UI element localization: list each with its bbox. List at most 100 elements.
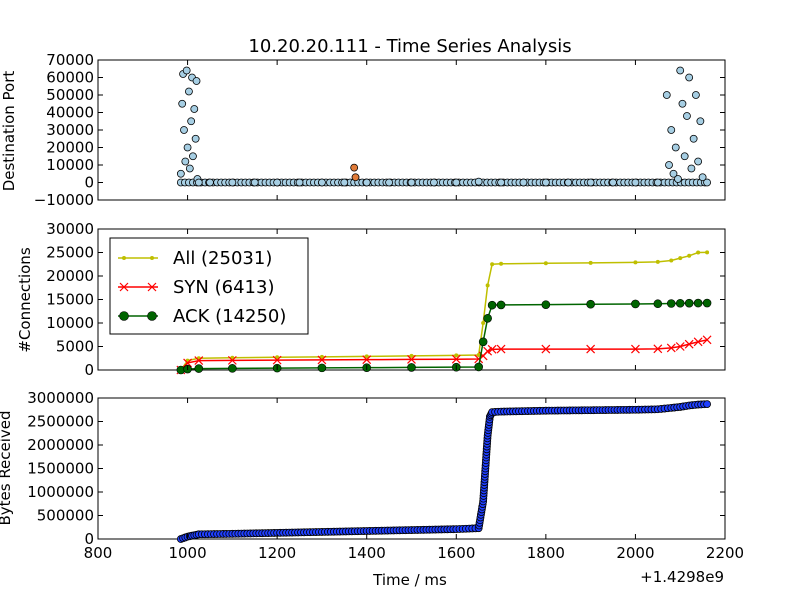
line-marks	[176, 250, 712, 375]
legend-marker	[150, 256, 154, 260]
series-marker	[487, 300, 497, 310]
series-marker	[227, 355, 237, 365]
data-point	[586, 178, 595, 187]
data-point	[452, 178, 461, 187]
series-marker	[362, 355, 372, 365]
bytes-received-panel: 3000000250000020000001500000100000050000…	[0, 60, 744, 589]
series-marker	[705, 250, 710, 255]
data-point	[694, 157, 703, 166]
series-marker	[666, 299, 676, 308]
data-point	[191, 134, 200, 143]
y-tick-label: 0	[84, 530, 94, 548]
y-tick-label: 1500000	[27, 460, 94, 478]
data-point	[429, 178, 438, 187]
data-point	[691, 91, 700, 99]
x-tick-label: 1000	[168, 544, 206, 562]
x-axis-label: Time / ms	[372, 571, 447, 589]
series-marker	[588, 260, 593, 265]
data-point	[185, 87, 193, 96]
y-axis-label: Bytes Received	[0, 410, 14, 525]
x-ticks: 800 1000 1200 1400 1600 1800 2000 2200	[84, 60, 744, 562]
y-tick-label: 0	[84, 174, 94, 192]
data-point	[340, 178, 349, 187]
data-point	[318, 178, 326, 187]
series-marker	[476, 352, 481, 357]
series-marker	[474, 362, 483, 372]
data-point	[662, 91, 671, 99]
legend-label: ACK (14250)	[173, 306, 286, 327]
y-tick-label: 30000	[46, 121, 94, 139]
y-tick-label: 5000	[56, 338, 94, 356]
legend-marker	[122, 256, 126, 260]
legend: All (25031) SYN (6413) ACK (14250)	[109, 237, 309, 335]
series-marker	[496, 344, 506, 354]
data-point	[497, 178, 505, 187]
series-marker	[586, 299, 595, 309]
destination-port-panel: 700006000050000400003000020000100000−100…	[0, 51, 726, 209]
series-marker	[317, 363, 327, 373]
data-point	[698, 173, 707, 182]
data-point	[407, 178, 416, 187]
y-tick-label: 20000	[46, 267, 94, 285]
x-tick-label: 1600	[437, 544, 475, 562]
series-marker	[693, 298, 703, 308]
y-ticks: 3000000 2500000 2000000 1500000 1000000 50000…	[27, 389, 725, 548]
legend-label: SYN (6413)	[173, 277, 274, 298]
legend-box	[109, 237, 309, 335]
series-marker	[272, 355, 282, 365]
series-marker	[183, 358, 192, 368]
series-marker	[541, 300, 551, 309]
series-marker	[702, 298, 712, 308]
data-point	[228, 178, 237, 187]
series-marker	[319, 354, 324, 359]
y-tick-label: 20000	[46, 139, 94, 157]
series-marker	[485, 283, 490, 288]
series-marker	[496, 300, 506, 310]
series-marker	[666, 343, 676, 353]
y-tick-label: 3000000	[27, 389, 94, 407]
data-point	[190, 105, 199, 113]
series-marker	[194, 356, 204, 366]
y-ticks: 700006000050000400003000020000100000−100…	[34, 51, 725, 209]
y-tick-label: 30000	[46, 220, 94, 238]
x-tick-label: 800	[84, 544, 113, 562]
legend-marker	[147, 311, 157, 321]
series-marker	[194, 364, 204, 373]
data-point	[206, 178, 214, 187]
series-marker	[317, 355, 327, 365]
data-point	[541, 178, 550, 187]
x-offset-label: +1.4298e9	[640, 568, 724, 586]
series-marker	[653, 299, 663, 309]
data-point	[564, 178, 573, 187]
data-point	[185, 164, 194, 173]
series-marker	[499, 261, 504, 266]
data-point	[351, 173, 360, 182]
panel-frame	[97, 397, 726, 540]
series-marker	[675, 298, 685, 308]
series-marker	[675, 342, 685, 351]
connections-panel: 30000 25000 20000 15000 10000 5000 0 #Connecti…	[16, 220, 726, 379]
y-tick-label: 500000	[37, 507, 94, 525]
data-point	[295, 178, 304, 187]
series-marker	[409, 353, 414, 358]
data-point	[665, 161, 673, 169]
y-tick-label: 0	[84, 361, 94, 379]
data-point	[519, 178, 528, 187]
data-point	[678, 99, 687, 108]
y-tick-label: 60000	[46, 69, 94, 87]
y-axis-label: Destination Port	[0, 71, 18, 192]
data-point	[250, 178, 259, 187]
series-marker	[454, 353, 459, 358]
data-point	[674, 175, 682, 183]
data-point	[273, 178, 282, 187]
data-point	[189, 152, 197, 161]
series-marker	[490, 262, 495, 267]
x-tick-label: 1400	[348, 544, 386, 562]
series-marker	[481, 321, 486, 325]
series-marker	[633, 260, 638, 265]
series-marker	[474, 354, 484, 364]
data-point	[178, 99, 187, 108]
legend-marker	[119, 282, 129, 292]
series-marker	[364, 354, 369, 359]
data-point	[385, 178, 394, 187]
